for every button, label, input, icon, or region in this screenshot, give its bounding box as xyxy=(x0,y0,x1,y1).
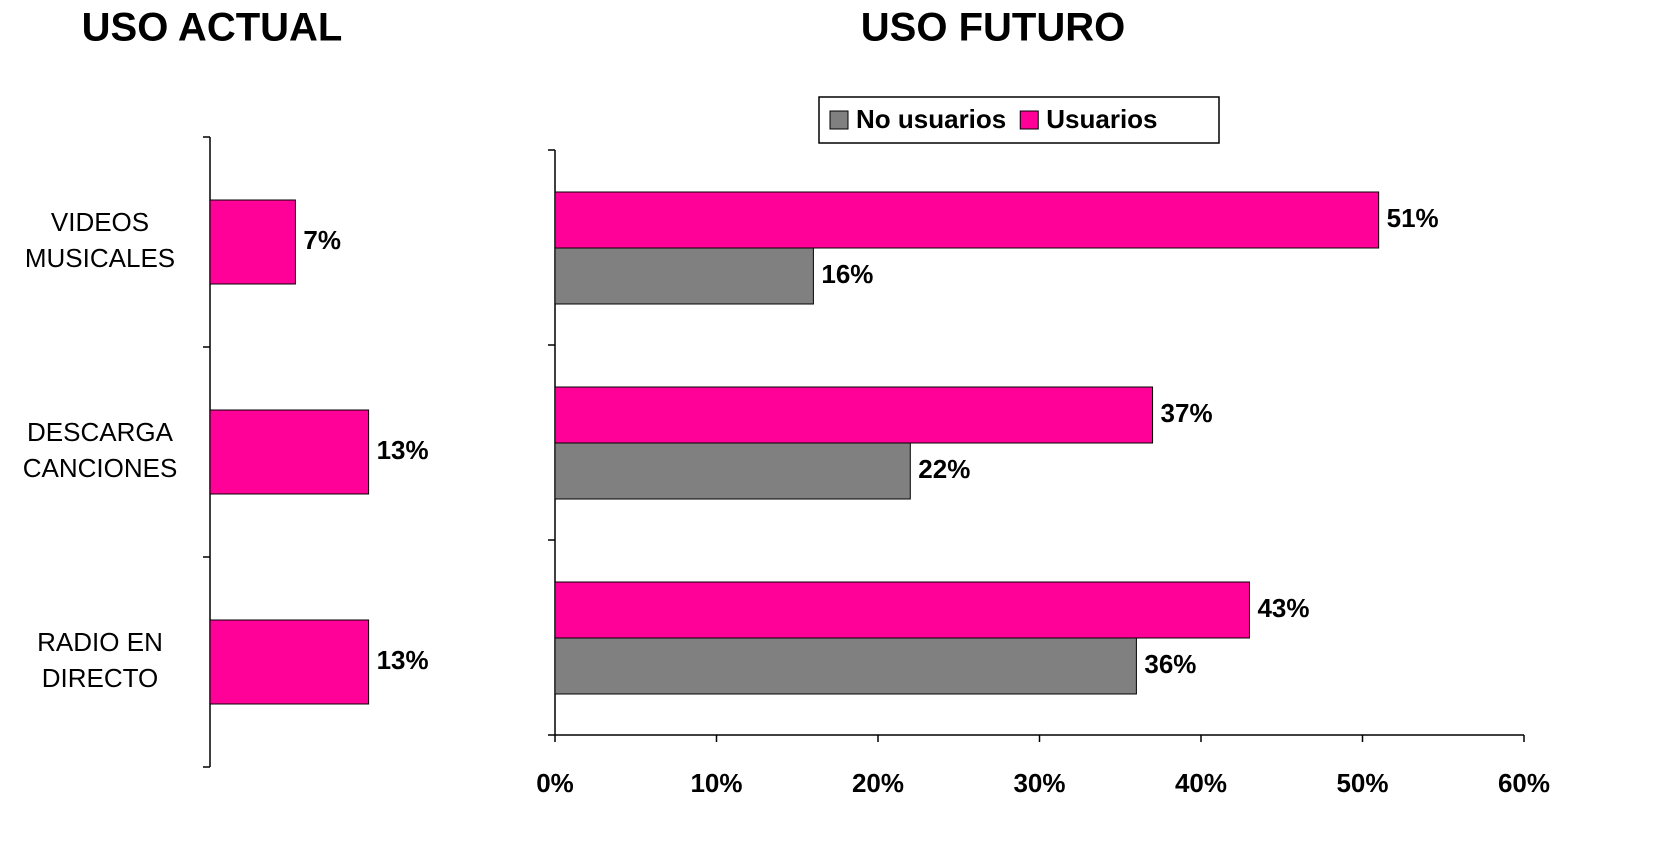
data-label: 51% xyxy=(1387,203,1439,233)
legend-swatch xyxy=(1019,110,1039,130)
legend: No usuarios Usuarios xyxy=(818,96,1220,144)
category-label-line: VIDEOS xyxy=(51,207,149,237)
x-tick-label: 10% xyxy=(690,768,742,798)
data-label: 43% xyxy=(1257,593,1309,623)
data-label: 7% xyxy=(303,225,341,255)
category-label-line: MUSICALES xyxy=(25,243,175,273)
bar xyxy=(209,409,370,495)
bar xyxy=(554,386,1154,444)
legend-label: No usuarios xyxy=(856,104,1006,134)
bar xyxy=(554,637,1137,695)
category-label: VIDEOS MUSICALES xyxy=(25,207,175,273)
category-label-line: RADIO EN xyxy=(37,627,163,657)
data-label: 37% xyxy=(1161,398,1213,428)
bar xyxy=(209,619,370,705)
x-tick-label: 30% xyxy=(1013,768,1065,798)
data-label: 22% xyxy=(918,454,970,484)
legend-swatch xyxy=(829,110,849,130)
category-label-line: DESCARGA xyxy=(27,417,174,447)
bar xyxy=(209,199,296,285)
legend-label: Usuarios xyxy=(1046,104,1157,134)
legend-box xyxy=(818,96,1220,144)
data-label: 13% xyxy=(377,645,429,675)
bar xyxy=(554,442,911,500)
chart-title: USO ACTUAL xyxy=(82,6,343,50)
data-label: 13% xyxy=(377,435,429,465)
category-label: RADIO EN DIRECTO xyxy=(37,627,163,693)
x-tick-label: 0% xyxy=(536,768,574,798)
x-tick-label: 40% xyxy=(1175,768,1227,798)
category-label: DESCARGA CANCIONES xyxy=(23,417,178,483)
data-label: 16% xyxy=(821,259,873,289)
x-tick-label: 50% xyxy=(1336,768,1388,798)
category-label-line: CANCIONES xyxy=(23,453,178,483)
x-tick-label: 60% xyxy=(1498,768,1550,798)
chart-title: USO FUTURO xyxy=(861,6,1125,50)
bar xyxy=(554,581,1250,639)
x-tick-label: 20% xyxy=(852,768,904,798)
data-label: 36% xyxy=(1144,649,1196,679)
bar xyxy=(554,191,1380,249)
bar xyxy=(554,247,814,305)
category-label-line: DIRECTO xyxy=(42,663,159,693)
